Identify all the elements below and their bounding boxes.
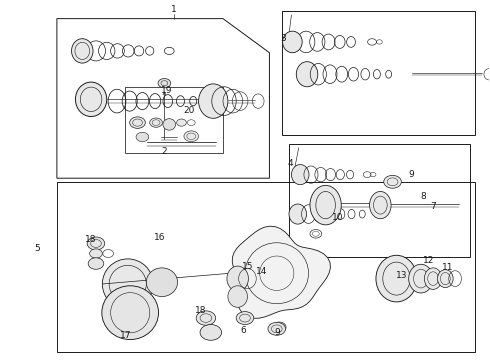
Text: 6: 6 [241,326,246,335]
Ellipse shape [228,286,247,307]
Ellipse shape [198,84,228,118]
Text: 9: 9 [408,170,414,179]
Polygon shape [232,226,330,318]
Circle shape [136,132,149,141]
Circle shape [196,311,216,325]
Text: 18: 18 [196,306,207,315]
Text: 2: 2 [162,147,167,156]
Circle shape [184,131,198,141]
Text: 11: 11 [442,264,454,273]
Ellipse shape [147,268,177,297]
Text: 14: 14 [256,267,268,276]
Ellipse shape [227,266,248,291]
Text: 13: 13 [395,270,407,279]
Ellipse shape [296,62,318,87]
Ellipse shape [292,165,309,185]
Text: 4: 4 [287,159,293,168]
Bar [125,87,223,153]
Circle shape [272,322,286,332]
Ellipse shape [369,192,391,219]
Ellipse shape [289,204,307,224]
Text: 17: 17 [120,332,131,341]
Bar [151,273,172,291]
Bar [57,182,475,352]
Text: 20: 20 [183,105,195,114]
Text: 16: 16 [154,233,165,242]
Ellipse shape [102,286,159,339]
Ellipse shape [424,268,442,289]
Text: 10: 10 [332,213,343,222]
Bar [282,12,475,135]
Ellipse shape [283,31,302,53]
Text: 8: 8 [420,192,426,201]
Text: 5: 5 [34,244,40,253]
Ellipse shape [72,39,93,63]
Circle shape [176,119,186,126]
Bar [289,144,470,257]
Circle shape [90,249,102,258]
Circle shape [384,175,401,188]
Circle shape [88,258,104,269]
Circle shape [130,117,146,129]
Ellipse shape [75,82,107,117]
Circle shape [200,324,221,340]
Ellipse shape [102,259,153,309]
Text: 12: 12 [422,256,434,265]
Ellipse shape [310,185,341,225]
Text: 3: 3 [280,34,286,43]
Circle shape [158,78,171,88]
Text: 19: 19 [161,86,172,95]
Text: 7: 7 [430,202,436,211]
Circle shape [268,322,286,335]
Ellipse shape [376,255,417,302]
Text: 1: 1 [172,5,177,14]
Ellipse shape [409,264,433,293]
Ellipse shape [163,119,175,130]
Circle shape [236,312,254,324]
Circle shape [150,118,162,127]
Circle shape [87,237,105,250]
Text: 18: 18 [85,235,97,244]
Text: 15: 15 [242,262,253,271]
Ellipse shape [438,270,453,288]
Text: 9: 9 [274,328,280,337]
